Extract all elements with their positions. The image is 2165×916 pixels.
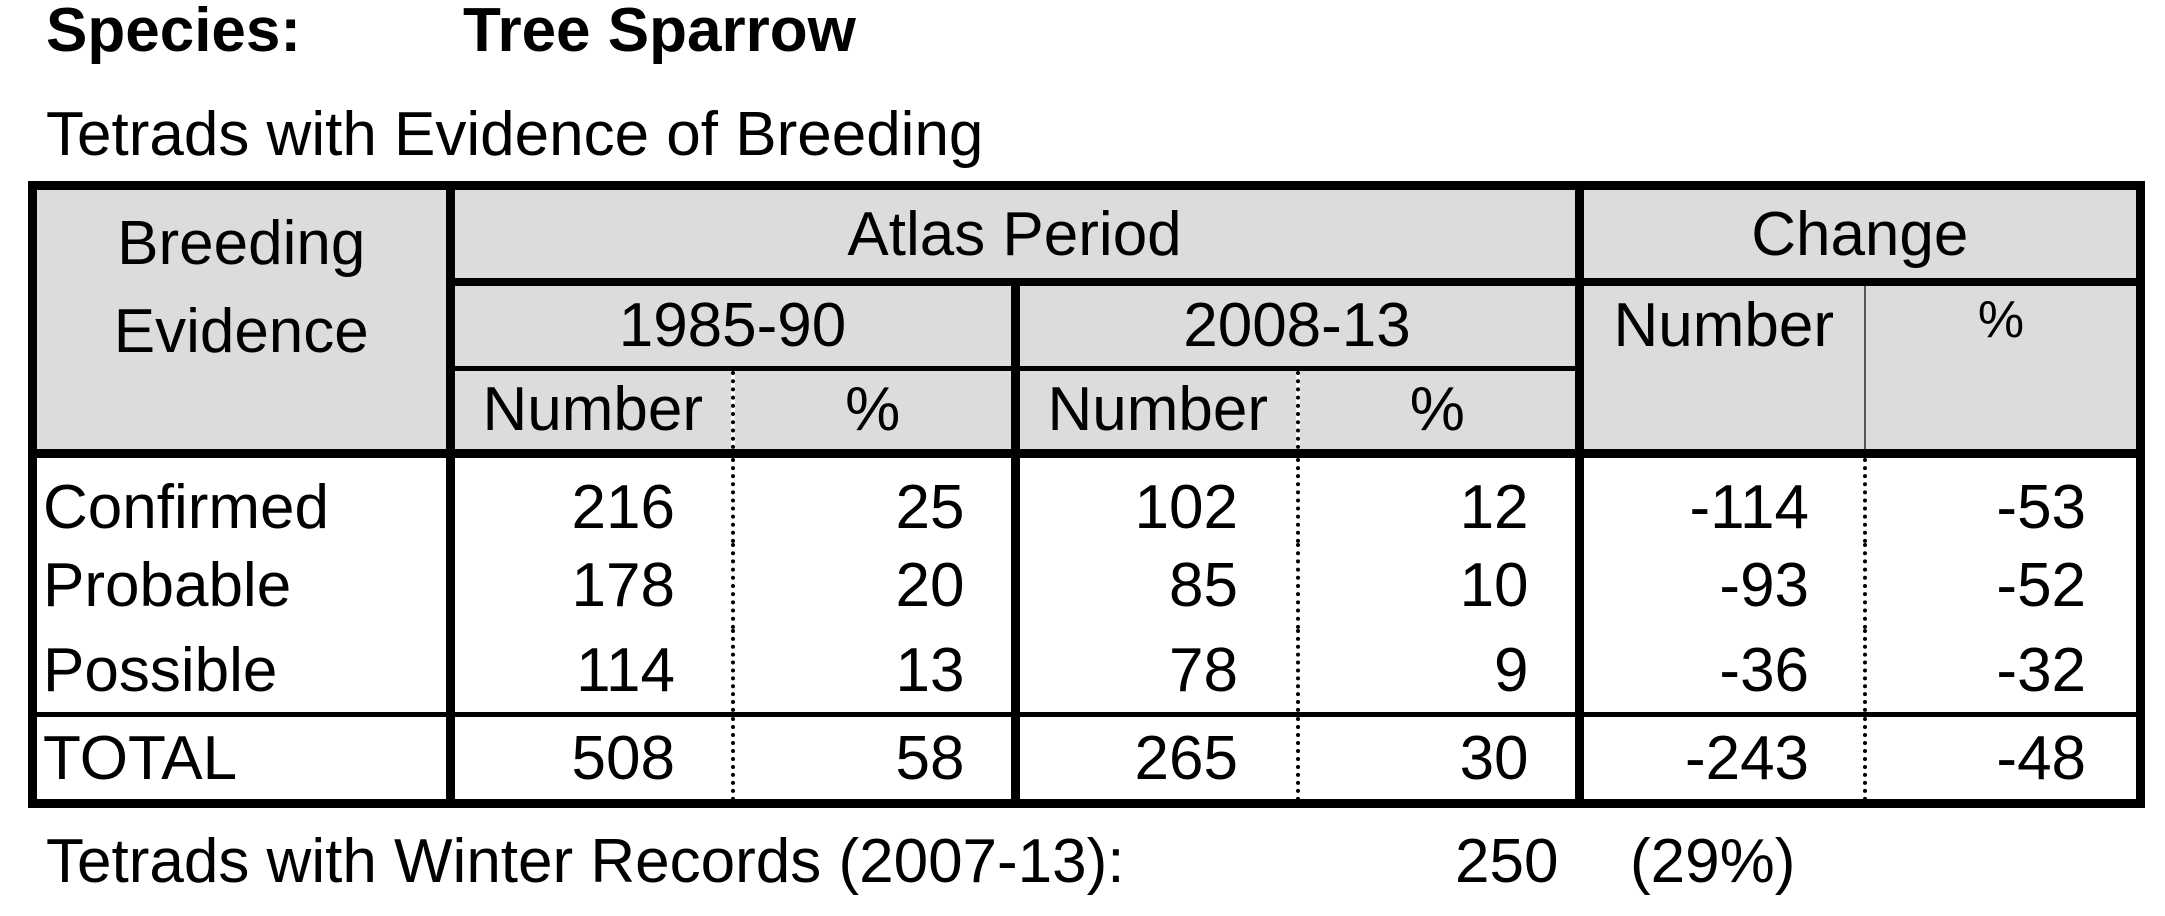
row-label: Possible (43, 635, 278, 705)
cell-change-percent: -53 (1863, 448, 2137, 543)
cell-2008-number: 78 (1010, 628, 1298, 715)
cell-2008-percent: 10 (1295, 542, 1580, 629)
breeding-table-frame: Breeding Evidence Atlas Period Change 19… (28, 181, 2145, 808)
cell-1985-number: 178 (445, 542, 733, 629)
winter-records-label: Tetrads with Winter Records (2007-13): (46, 827, 1125, 896)
table-row-confirmed: Confirmed 216 25 102 12 -114 -53 (37, 448, 2137, 543)
table-row-probable: Probable 178 20 85 10 -93 -52 (37, 542, 2137, 629)
breeding-evidence-header-line2: Evidence (113, 297, 369, 366)
cell-2008-number: 102 (1010, 448, 1298, 543)
species-name: Tree Sparrow (463, 0, 856, 65)
change-number-header: Number (1574, 278, 1866, 453)
cell-1985-percent: 20 (731, 542, 1015, 629)
cell-2008-percent: 12 (1295, 448, 1580, 543)
cell-1985-number: 508 (445, 712, 733, 801)
winter-records-percent: (29%) (1630, 827, 1796, 896)
cell-2008-number: 85 (1010, 542, 1298, 629)
period-2-percent-header: % (1295, 365, 1580, 453)
row-label: Probable (43, 551, 292, 620)
cell-change-number: -93 (1574, 542, 1866, 629)
cell-1985-percent: 13 (731, 628, 1015, 715)
cell-1985-number: 114 (445, 628, 733, 715)
cell-change-number: -36 (1574, 628, 1866, 715)
period-1-percent-header: % (731, 365, 1015, 453)
table-row-total: TOTAL 508 58 265 30 -243 -48 (37, 712, 2137, 801)
period-1-number-header: Number (445, 365, 733, 453)
header-row-3: Number % Number % (37, 365, 2136, 453)
table-subtitle: Tetrads with Evidence of Breeding (46, 100, 984, 169)
cell-1985-number: 216 (445, 448, 733, 543)
species-label: Species: (46, 0, 302, 65)
breeding-evidence-table: Breeding Evidence Atlas Period Change 19… (37, 190, 2137, 801)
atlas-period-header: Atlas Period (445, 190, 1580, 282)
cell-change-percent: -32 (1863, 628, 2137, 715)
cell-1985-percent: 25 (731, 448, 1015, 543)
cell-2008-percent: 9 (1295, 628, 1580, 715)
period-1985-90-header: 1985-90 (445, 278, 1015, 368)
breeding-evidence-header-line1: Breeding (117, 209, 366, 278)
header-row-2: 1985-90 2008-13 Number % (37, 278, 2137, 453)
winter-records-count: 250 (1455, 827, 1559, 896)
table-row-possible: Possible 114 13 78 9 -36 -32 (37, 628, 2137, 715)
cell-1985-percent: 58 (731, 712, 1015, 801)
change-header: Change (1574, 190, 2137, 282)
cell-change-percent: -48 (1863, 712, 2137, 801)
cell-change-number: -114 (1574, 448, 1866, 543)
cell-change-percent: -52 (1863, 542, 2137, 629)
row-label: TOTAL (37, 712, 450, 801)
cell-change-number: -243 (1574, 712, 1866, 801)
header-row-1: Breeding Evidence Atlas Period Change (37, 190, 2137, 453)
row-label: Confirmed (37, 448, 450, 543)
period-2-number-header: Number (1010, 365, 1298, 453)
cell-2008-number: 265 (1010, 712, 1298, 801)
breeding-evidence-header: Breeding Evidence (37, 190, 450, 453)
change-percent-header: % (1864, 278, 2137, 453)
period-2008-13-header: 2008-13 (1010, 278, 1580, 368)
cell-2008-percent: 30 (1295, 712, 1580, 801)
